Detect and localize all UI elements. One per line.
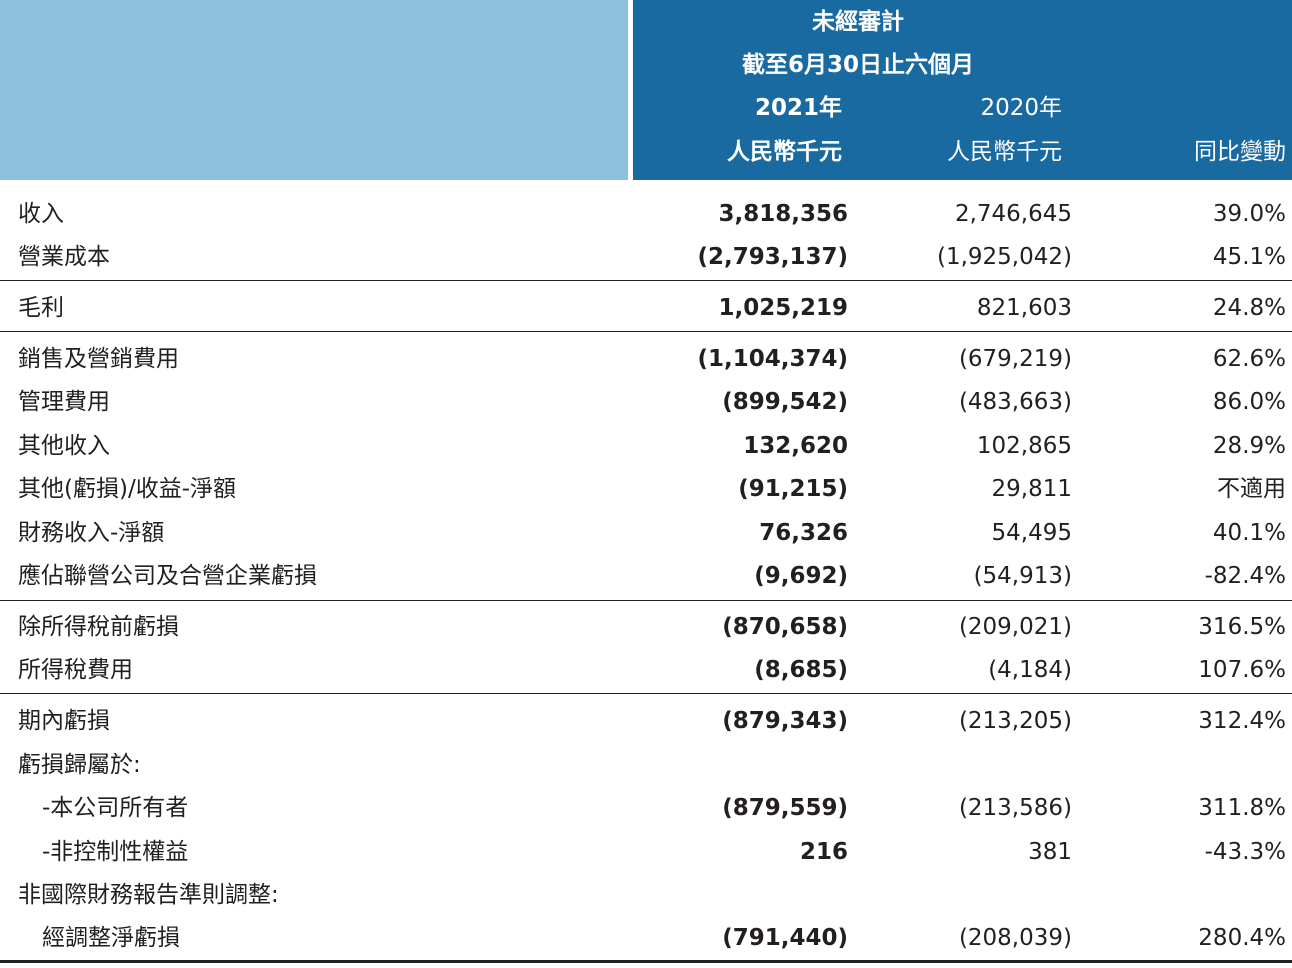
header-left-panel [0, 0, 628, 180]
value-2020: (483,663) [958, 389, 1072, 415]
row-label: 毛利 [18, 295, 64, 321]
value-2021: 216 [799, 839, 848, 865]
row-label: 銷售及營銷費用 [18, 346, 179, 372]
table-row: 所得稅費用 (8,685) (4,184) 107.6% [0, 650, 1292, 690]
value-2021: (1,104,374) [697, 346, 848, 372]
value-change: 86.0% [1212, 389, 1286, 415]
value-2021: 3,818,356 [718, 201, 849, 227]
value-2021: (8,685) [754, 657, 848, 683]
value-2020: 381 [1028, 839, 1072, 865]
row-divider [0, 280, 1292, 281]
value-2021: 132,620 [743, 433, 848, 459]
value-2020: 821,603 [976, 295, 1072, 321]
value-change: 24.8% [1212, 295, 1286, 321]
table-row: 銷售及營銷費用 (1,104,374) (679,219) 62.6% [0, 339, 1292, 379]
value-2020: 102,865 [976, 433, 1072, 459]
value-2020: (4,184) [988, 657, 1072, 683]
header-change: 同比變動 [1194, 139, 1286, 165]
table-row: 毛利 1,025,219 821,603 24.8% [0, 288, 1292, 328]
value-2021: 76,326 [759, 520, 848, 546]
row-label: 非國際財務報告準則調整: [18, 882, 279, 908]
value-2020: 2,746,645 [954, 201, 1072, 227]
table-row: 其他(虧損)/收益-淨額 (91,215) 29,811 不適用 [0, 469, 1292, 509]
table-row: 虧損歸屬於: [0, 745, 1292, 785]
row-label: 其他(虧損)/收益-淨額 [18, 476, 236, 502]
header-unit-2020: 人民幣千元 [947, 139, 1062, 165]
table-row: 營業成本 (2,793,137) (1,925,042) 45.1% [0, 237, 1292, 277]
row-divider [0, 600, 1292, 601]
value-2021: (2,793,137) [697, 244, 848, 270]
header-period: 截至6月30日止六個月 [741, 52, 974, 78]
row-label: -非控制性權益 [42, 839, 189, 865]
row-label: 財務收入-淨額 [18, 520, 165, 546]
value-2021: (791,440) [722, 925, 848, 951]
row-label: -本公司所有者 [42, 795, 189, 821]
row-label: 除所得稅前虧損 [18, 614, 179, 640]
value-change: 107.6% [1198, 657, 1286, 683]
header-year-2020: 2020年 [980, 95, 1062, 121]
value-change: 312.4% [1198, 708, 1286, 734]
value-change: 45.1% [1212, 244, 1286, 270]
value-change: 39.0% [1212, 201, 1286, 227]
row-label: 其他收入 [18, 433, 110, 459]
value-2021: (879,559) [722, 795, 848, 821]
value-2020: 29,811 [991, 476, 1072, 502]
value-2020: (213,205) [958, 708, 1072, 734]
table-row: 財務收入-淨額 76,326 54,495 40.1% [0, 513, 1292, 553]
row-label: 收入 [18, 201, 64, 227]
table-row: 非國際財務報告準則調整: [0, 875, 1292, 915]
value-2020: (208,039) [958, 925, 1072, 951]
value-change: 280.4% [1198, 925, 1286, 951]
value-2020: (213,586) [958, 795, 1072, 821]
table-row: 除所得稅前虧損 (870,658) (209,021) 316.5% [0, 607, 1292, 647]
table-row: -非控制性權益 216 381 -43.3% [0, 832, 1292, 872]
row-label: 經調整淨虧損 [42, 925, 180, 951]
value-2021: (899,542) [722, 389, 848, 415]
value-change: 28.9% [1212, 433, 1286, 459]
value-change: 62.6% [1212, 346, 1286, 372]
row-label: 應佔聯營公司及合營企業虧損 [18, 563, 317, 589]
row-label: 期內虧損 [18, 708, 110, 734]
row-label: 管理費用 [18, 389, 110, 415]
header-unit-2021: 人民幣千元 [727, 139, 842, 165]
value-2020: (679,219) [958, 346, 1072, 372]
row-label: 虧損歸屬於: [18, 752, 141, 778]
header-year-2021: 2021年 [754, 95, 842, 121]
table-row: -本公司所有者 (879,559) (213,586) 311.8% [0, 788, 1292, 828]
value-change: 不適用 [1217, 476, 1286, 502]
value-2020: 54,495 [991, 520, 1072, 546]
value-2021: (870,658) [722, 614, 848, 640]
table-row: 收入 3,818,356 2,746,645 39.0% [0, 194, 1292, 234]
value-change: -43.3% [1204, 839, 1286, 865]
table-row: 其他收入 132,620 102,865 28.9% [0, 426, 1292, 466]
table-bottom-rule [0, 960, 1292, 963]
value-change: 311.8% [1198, 795, 1286, 821]
value-2020: (54,913) [973, 563, 1072, 589]
value-2020: (209,021) [958, 614, 1072, 640]
value-change: 316.5% [1198, 614, 1286, 640]
value-2021: 1,025,219 [718, 295, 849, 321]
row-divider [0, 331, 1292, 332]
value-change: -82.4% [1204, 563, 1286, 589]
table-row: 應佔聯營公司及合營企業虧損 (9,692) (54,913) -82.4% [0, 556, 1292, 596]
table-row: 經調整淨虧損 (791,440) (208,039) 280.4% [0, 918, 1292, 958]
row-divider [0, 693, 1292, 694]
header-title: 未經審計 [812, 9, 904, 35]
value-2020: (1,925,042) [936, 244, 1072, 270]
value-2021: (879,343) [722, 708, 848, 734]
row-label: 所得稅費用 [18, 657, 133, 683]
table-row: 管理費用 (899,542) (483,663) 86.0% [0, 382, 1292, 422]
value-change: 40.1% [1212, 520, 1286, 546]
value-2021: (91,215) [738, 476, 848, 502]
row-label: 營業成本 [18, 244, 110, 270]
table-row: 期內虧損 (879,343) (213,205) 312.4% [0, 701, 1292, 741]
header-right-panel: 未經審計 截至6月30日止六個月 2021年 2020年 人民幣千元 人民幣千元… [633, 0, 1292, 180]
value-2021: (9,692) [754, 563, 848, 589]
